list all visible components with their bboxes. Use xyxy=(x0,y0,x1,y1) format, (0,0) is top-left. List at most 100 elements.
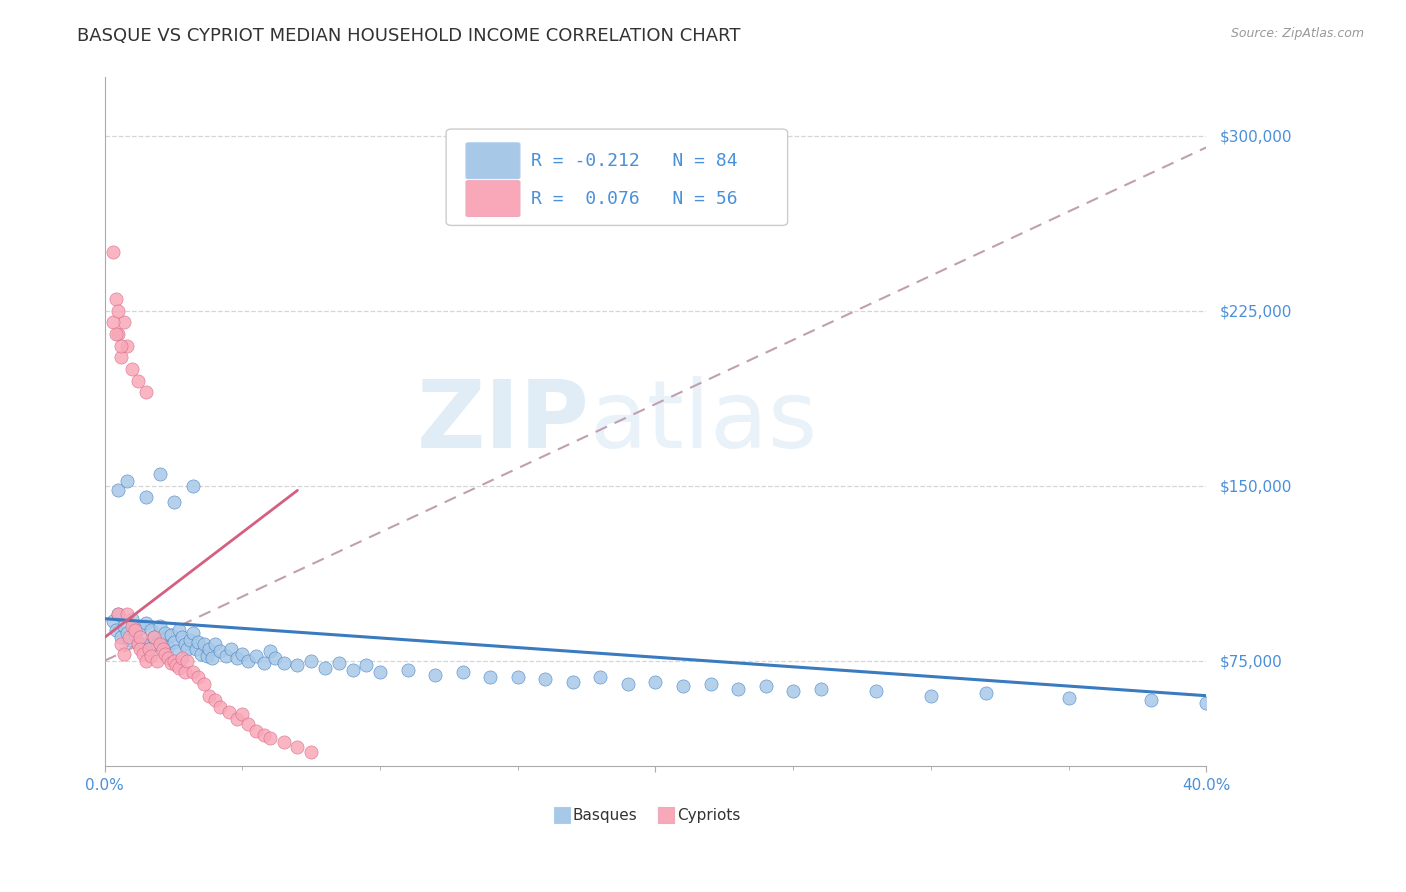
Point xyxy=(104,624,127,638)
Point xyxy=(112,618,135,632)
Point xyxy=(107,303,129,318)
Point xyxy=(209,644,232,658)
Point xyxy=(865,684,887,698)
Point xyxy=(173,665,195,680)
Point xyxy=(561,674,583,689)
Point xyxy=(225,651,247,665)
Point xyxy=(328,656,350,670)
Point xyxy=(121,618,143,632)
Point xyxy=(342,663,364,677)
Point xyxy=(165,644,187,658)
Point xyxy=(209,700,232,714)
Point xyxy=(201,651,224,665)
Point xyxy=(423,667,446,681)
Point xyxy=(149,637,172,651)
Text: atlas: atlas xyxy=(589,376,818,467)
Point xyxy=(181,479,204,493)
Point xyxy=(287,739,309,754)
Point xyxy=(198,689,221,703)
Text: R =  0.076   N = 56: R = 0.076 N = 56 xyxy=(531,190,738,208)
Point xyxy=(107,327,129,342)
Point xyxy=(104,292,127,306)
Point xyxy=(181,625,204,640)
Point xyxy=(124,628,146,642)
Point xyxy=(110,339,132,353)
Point xyxy=(155,647,177,661)
Point xyxy=(287,658,309,673)
Point xyxy=(1140,693,1163,707)
Point xyxy=(534,673,557,687)
Point xyxy=(198,642,221,657)
Point xyxy=(299,654,322,668)
Point xyxy=(146,637,169,651)
Point xyxy=(112,315,135,329)
Point xyxy=(110,351,132,365)
Point xyxy=(273,735,295,749)
Point xyxy=(181,665,204,680)
FancyBboxPatch shape xyxy=(465,143,520,178)
Point xyxy=(107,607,129,621)
Point xyxy=(506,670,529,684)
Point xyxy=(107,607,129,621)
Point xyxy=(135,616,157,631)
Point xyxy=(156,640,179,654)
Point xyxy=(184,642,207,657)
Point xyxy=(245,648,267,663)
Point xyxy=(589,670,612,684)
Point xyxy=(259,644,281,658)
Point xyxy=(135,385,157,400)
Point xyxy=(225,712,247,726)
Point xyxy=(129,642,152,657)
Point xyxy=(143,631,166,645)
Point xyxy=(314,661,336,675)
Point xyxy=(187,670,209,684)
Point xyxy=(121,612,143,626)
Point xyxy=(115,474,138,488)
Point xyxy=(156,651,179,665)
Point xyxy=(368,665,391,680)
Point xyxy=(127,374,149,388)
Point xyxy=(170,651,193,665)
Point xyxy=(141,624,163,638)
Point xyxy=(112,647,135,661)
Point xyxy=(190,647,212,661)
Point xyxy=(135,654,157,668)
Point xyxy=(810,681,832,696)
Point xyxy=(617,677,640,691)
Point xyxy=(129,621,152,635)
Point xyxy=(115,625,138,640)
Point xyxy=(396,663,419,677)
Point xyxy=(195,648,218,663)
Point xyxy=(152,632,174,647)
Point xyxy=(253,728,276,742)
Point xyxy=(155,625,177,640)
Point xyxy=(264,651,287,665)
Point xyxy=(215,648,238,663)
Point xyxy=(118,632,141,647)
Point xyxy=(141,648,163,663)
Point xyxy=(138,642,160,657)
Point xyxy=(356,658,378,673)
Point xyxy=(149,467,172,481)
Point xyxy=(179,632,201,647)
Point xyxy=(273,656,295,670)
Point xyxy=(138,642,160,657)
Point xyxy=(110,637,132,651)
Point xyxy=(162,495,184,509)
FancyBboxPatch shape xyxy=(446,129,787,226)
Point xyxy=(110,631,132,645)
Point xyxy=(920,689,942,703)
Point xyxy=(162,635,184,649)
Point xyxy=(146,654,169,668)
Point xyxy=(974,686,997,700)
Point xyxy=(129,631,152,645)
Point xyxy=(253,656,276,670)
Point xyxy=(115,339,138,353)
Point xyxy=(101,614,124,628)
Point xyxy=(165,658,187,673)
Point xyxy=(187,635,209,649)
Point xyxy=(135,491,157,505)
Point xyxy=(231,707,253,722)
FancyBboxPatch shape xyxy=(465,181,520,217)
Point xyxy=(193,637,215,651)
